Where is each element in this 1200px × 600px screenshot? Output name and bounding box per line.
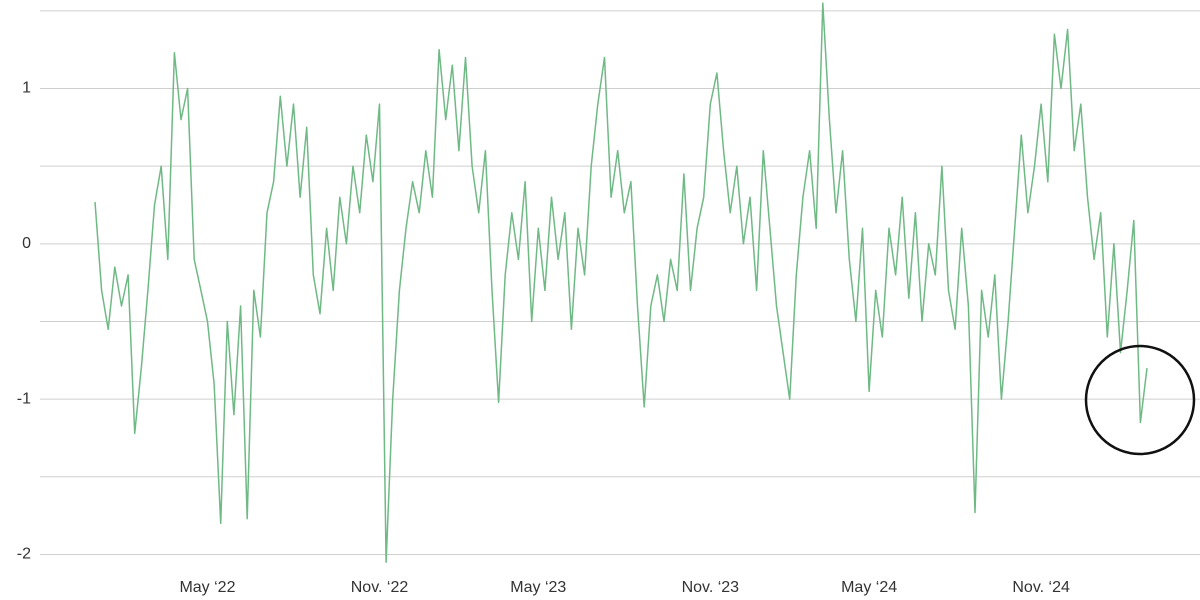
x-tick-label: May ‘22 [179, 579, 235, 596]
y-tick-label: 1 [22, 80, 31, 97]
x-tick-label: May ‘24 [841, 579, 897, 596]
x-tick-label: May ‘23 [510, 579, 566, 596]
y-tick-label: -2 [17, 546, 31, 563]
data-line [94, 2, 1148, 563]
y-tick-label: -1 [17, 390, 31, 407]
y-tick-label: 0 [22, 235, 31, 252]
highlight-circle [1084, 344, 1196, 456]
x-tick-label: Nov. ‘23 [682, 579, 740, 596]
x-tick-label: Nov. ‘24 [1012, 579, 1070, 596]
x-tick-label: Nov. ‘22 [351, 579, 409, 596]
